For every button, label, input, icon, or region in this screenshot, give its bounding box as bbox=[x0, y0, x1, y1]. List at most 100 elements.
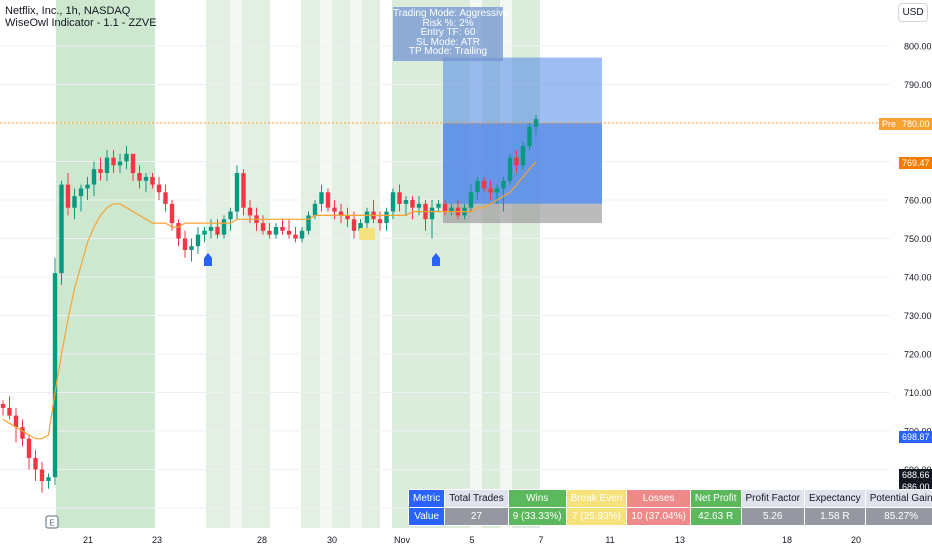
session-band bbox=[56, 0, 155, 528]
table-header-cell: Losses bbox=[626, 489, 691, 508]
candle-body bbox=[124, 153, 129, 162]
price-tick-label: 720.00 bbox=[904, 350, 932, 360]
info-line: TP Mode: Trailing bbox=[408, 46, 488, 57]
time-tick-label: 21 bbox=[83, 535, 93, 545]
candle-body bbox=[410, 200, 415, 208]
candle-body bbox=[332, 207, 337, 212]
time-tick-label: 5 bbox=[469, 535, 474, 545]
candle-body bbox=[65, 184, 71, 208]
candle-body bbox=[247, 207, 253, 216]
session-band bbox=[301, 0, 380, 528]
signal-markers: E bbox=[45, 228, 440, 529]
candle-body bbox=[104, 157, 110, 174]
time-axis[interactable]: 21 23 28 30 Nov 5 7 11 13 18 20 bbox=[83, 535, 861, 545]
earnings-icon-glyph: E bbox=[49, 519, 54, 528]
info-line: Risk %: 2% bbox=[422, 17, 474, 29]
candle-body bbox=[78, 188, 84, 197]
candle-body bbox=[46, 477, 51, 482]
last-price-label: 769.47 bbox=[899, 157, 932, 169]
session-band bbox=[230, 0, 242, 528]
pre-tag: Pre bbox=[879, 118, 900, 130]
table-header-cell: Profit Factor bbox=[740, 489, 805, 508]
price-tick-label: 710.00 bbox=[904, 388, 932, 398]
price-tick-label: 730.00 bbox=[904, 311, 932, 321]
indicator-title: WiseOwl Indicator - 1.1 - ZZVE bbox=[5, 17, 157, 29]
table-header-cell: Break Even bbox=[565, 489, 628, 508]
candle-body bbox=[189, 246, 194, 251]
candle-body bbox=[150, 176, 155, 185]
table-header-cell: Expectancy bbox=[803, 489, 866, 508]
time-tick-label: 11 bbox=[605, 535, 614, 545]
candle-body bbox=[221, 219, 227, 235]
candle-body bbox=[403, 200, 409, 204]
candle-body bbox=[514, 157, 519, 166]
candle-body bbox=[7, 407, 12, 416]
candle-body bbox=[241, 173, 246, 208]
time-tick-label: Nov bbox=[394, 535, 411, 545]
info-line: Trading Mode: Aggressive bbox=[393, 8, 509, 19]
candle-body bbox=[488, 188, 493, 193]
candle-body bbox=[137, 173, 142, 181]
session-band bbox=[320, 0, 332, 528]
buy-signal-marker bbox=[204, 253, 212, 266]
candle-body bbox=[501, 180, 506, 189]
candle-body bbox=[98, 169, 103, 174]
candle-body bbox=[280, 226, 285, 231]
symbol-title: Netflix, Inc., 1h, NASDAQ bbox=[5, 5, 131, 17]
price-tick-label: 740.00 bbox=[904, 273, 932, 283]
session-band bbox=[350, 0, 362, 528]
price-tick-label: 750.00 bbox=[904, 234, 932, 244]
time-tick-label: 13 bbox=[675, 535, 685, 545]
candle-body bbox=[156, 184, 162, 193]
candle-body bbox=[202, 230, 207, 235]
time-tick-label: 28 bbox=[257, 535, 267, 545]
time-tick-label: 20 bbox=[851, 535, 861, 545]
candle-body bbox=[507, 157, 513, 181]
table-cell: Value bbox=[407, 507, 446, 526]
table-cell: 1.58 R bbox=[803, 507, 866, 526]
candle-body bbox=[52, 273, 58, 478]
time-tick-label: 23 bbox=[152, 535, 162, 545]
candle-body bbox=[26, 438, 32, 458]
candle-body bbox=[228, 211, 233, 220]
candle-body bbox=[494, 188, 500, 193]
candle-body bbox=[397, 192, 402, 204]
candle-body bbox=[312, 203, 318, 216]
break-even-marker bbox=[359, 228, 375, 240]
table-row: Value 27 9 (33.33%) 7 (25.93%) 10 (37.04… bbox=[407, 507, 932, 526]
candle-body bbox=[429, 207, 435, 220]
currency-button[interactable]: USD bbox=[898, 3, 928, 22]
candle-body bbox=[533, 119, 539, 127]
candle-body bbox=[351, 219, 357, 231]
trade-zones bbox=[443, 57, 602, 224]
candle-body bbox=[39, 469, 45, 482]
candle-body bbox=[117, 161, 123, 166]
candle-body bbox=[481, 180, 487, 189]
table-header-cell: Metric bbox=[407, 489, 446, 508]
candle-body bbox=[384, 211, 389, 224]
candle-body bbox=[338, 211, 344, 216]
candle-body bbox=[293, 234, 298, 239]
earnings-icon bbox=[45, 515, 59, 529]
low-price-label: 688.66 bbox=[899, 469, 932, 481]
candle-body bbox=[234, 173, 240, 212]
candle-body bbox=[273, 226, 279, 235]
candle-body bbox=[358, 223, 363, 231]
candle-body bbox=[176, 223, 181, 239]
time-tick-label: 30 bbox=[327, 535, 337, 545]
candle-body bbox=[468, 192, 474, 208]
candle-body bbox=[325, 192, 331, 208]
candle-body bbox=[59, 184, 64, 274]
candle-body bbox=[390, 192, 396, 212]
candle-body bbox=[111, 157, 116, 166]
candle-body bbox=[33, 457, 38, 470]
candle-body bbox=[319, 192, 324, 204]
candle-body bbox=[436, 203, 441, 208]
candle-body bbox=[13, 415, 19, 428]
candle-body bbox=[130, 153, 136, 174]
pre-price-label: 780.00 bbox=[899, 118, 932, 130]
table-cell: 7 (25.93%) bbox=[565, 507, 628, 526]
time-tick-label: 7 bbox=[538, 535, 543, 545]
candle-body bbox=[163, 192, 168, 204]
